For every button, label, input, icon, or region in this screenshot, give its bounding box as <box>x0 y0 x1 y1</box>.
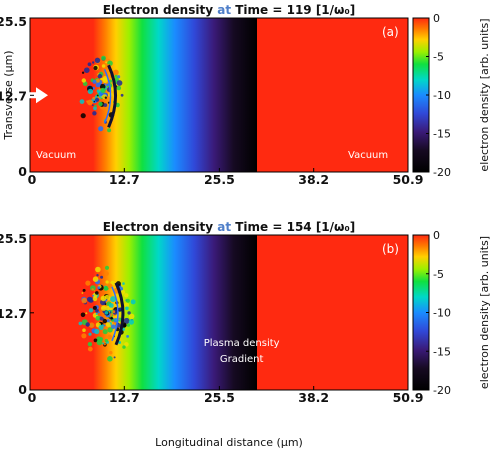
y-tick-label: 25.5 <box>0 14 27 29</box>
panel-2: Electron density at Time = 154 [1/ω₀] (b)… <box>0 220 491 449</box>
chart-title: Electron density at Time = 154 [1/ω₀] <box>103 220 355 234</box>
y-tick-label: 12.7 <box>0 88 27 103</box>
colorbar-tick-label: -15 <box>433 128 451 141</box>
x-tick-label: 12.7 <box>109 172 140 187</box>
x-tick-label: 38.2 <box>298 390 329 405</box>
panel-1: Electron density at Time = 119 [1/ω₀] (a)… <box>0 3 491 187</box>
x-axis-label: Longitudinal distance (μm) <box>155 436 303 449</box>
x-tick-label: 38.2 <box>298 172 329 187</box>
panel-label: (a) <box>382 25 399 39</box>
colorbar: 0 -5 -10 -15 -20 electron density [arb. units… <box>412 229 491 397</box>
colorbar-tick-label: -20 <box>433 166 451 179</box>
annotation: Vacuum <box>348 150 388 161</box>
plasma-structure <box>78 265 136 362</box>
density-gradient <box>93 235 257 390</box>
colorbar-tick-label: -10 <box>433 89 451 102</box>
annotation: Plasma density <box>204 338 280 349</box>
x-tick-label: 50.9 <box>393 390 424 405</box>
annotation: Vacuum <box>36 150 76 161</box>
y-tick-label: 12.7 <box>0 306 27 321</box>
colorbar-label: electron density [arb. units] <box>478 236 491 389</box>
x-tick-label: 0 <box>28 390 37 405</box>
colorbar-tick-label: -5 <box>433 51 444 64</box>
x-tick-label: 50.9 <box>393 172 424 187</box>
y-tick-label: 0 <box>18 382 27 397</box>
panel-label: (b) <box>382 242 399 256</box>
colorbar-tick-label: -5 <box>433 268 444 281</box>
x-tick-label: 25.5 <box>204 390 235 405</box>
colorbar-tick-label: 0 <box>433 12 440 25</box>
colorbar-tick-label: -20 <box>433 384 451 397</box>
colorbar: 0 -5 -10 -15 -20 electron density [arb. units… <box>412 12 491 179</box>
y-tick-label: 25.5 <box>0 231 27 246</box>
chart-title: Electron density at Time = 119 [1/ω₀] <box>103 3 355 17</box>
colorbar-tick-label: -15 <box>433 345 451 358</box>
x-tick-label: 12.7 <box>109 390 140 405</box>
colorbar-tick-label: 0 <box>433 229 440 242</box>
colorbar-tick-label: -10 <box>433 307 451 320</box>
density-gradient <box>93 18 257 172</box>
y-tick-label: 0 <box>18 164 27 179</box>
y-axis-label: Transverse (μm) <box>2 50 15 140</box>
x-tick-label: 25.5 <box>204 172 235 187</box>
plasma-structure <box>79 55 124 133</box>
colorbar-label: electron density [arb. units] <box>478 18 491 171</box>
x-tick-label: 0 <box>28 172 37 187</box>
annotation: Gradient <box>220 354 264 365</box>
